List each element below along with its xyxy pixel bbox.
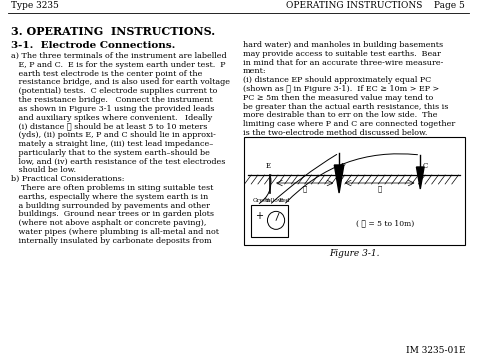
- Text: E: E: [266, 162, 271, 170]
- Text: C: C: [422, 162, 428, 170]
- Text: ( ℓ = 5 to 10m): ( ℓ = 5 to 10m): [356, 219, 414, 227]
- Text: (i) distance EP should approximately equal PC: (i) distance EP should approximately equ…: [243, 76, 431, 84]
- Text: Type 3235: Type 3235: [11, 1, 59, 11]
- Text: earth test electrode is the center point of the: earth test electrode is the center point…: [11, 70, 203, 78]
- Text: limiting case where P and C are connected together: limiting case where P and C are connecte…: [243, 120, 455, 128]
- Text: a) The three terminals of the instrument are labelled: a) The three terminals of the instrument…: [11, 52, 227, 60]
- Text: should be low.: should be low.: [11, 166, 76, 174]
- Text: internally insulated by carbonate deposits from: internally insulated by carbonate deposi…: [11, 237, 212, 245]
- Text: ℓ: ℓ: [378, 184, 382, 192]
- Text: IM 3235-01E: IM 3235-01E: [406, 346, 465, 355]
- Text: (yds), (ii) points E, P and C should lie in approxi-: (yds), (ii) points E, P and C should lie…: [11, 131, 217, 139]
- Text: earths, especially where the system earth is in: earths, especially where the system eart…: [11, 193, 209, 201]
- Text: low, and (iv) earth resistance of the test electrodes: low, and (iv) earth resistance of the te…: [11, 158, 226, 166]
- Text: (i) distance ℓ should be at least 5 to 10 meters: (i) distance ℓ should be at least 5 to 1…: [11, 122, 208, 130]
- Text: Red: Red: [279, 198, 290, 203]
- Text: mately a straight line, (iii) test lead impedance–: mately a straight line, (iii) test lead …: [11, 140, 214, 148]
- Text: as shown in Figure 3-1 using the provided leads: as shown in Figure 3-1 using the provide…: [11, 105, 215, 113]
- Text: 3-1.  Electrode Connections.: 3-1. Electrode Connections.: [11, 41, 176, 50]
- Text: (shown as ℓ in Figure 3-1).  If EC ≥ 10m > EP >: (shown as ℓ in Figure 3-1). If EC ≥ 10m …: [243, 85, 439, 93]
- Polygon shape: [334, 165, 344, 193]
- Text: a building surrounded by pavements and other: a building surrounded by pavements and o…: [11, 201, 211, 209]
- Text: ℓ: ℓ: [302, 184, 307, 192]
- Text: be greater than the actual earth resistance, this is: be greater than the actual earth resista…: [243, 103, 448, 111]
- Text: b) Practical Considerations:: b) Practical Considerations:: [11, 175, 125, 183]
- Polygon shape: [417, 167, 424, 189]
- Text: buildings.  Ground near trees or in garden plots: buildings. Ground near trees or in garde…: [11, 211, 215, 219]
- Text: in mind that for an accurate three-wire measure-: in mind that for an accurate three-wire …: [243, 58, 443, 66]
- Text: PC ≥ 5m then the measured value may tend to: PC ≥ 5m then the measured value may tend…: [243, 94, 433, 102]
- Text: OPERATING INSTRUCTIONS    Page 5: OPERATING INSTRUCTIONS Page 5: [286, 1, 465, 11]
- Text: +: +: [255, 211, 263, 221]
- Text: resistance bridge, and is also used for earth voltage: resistance bridge, and is also used for …: [11, 78, 231, 86]
- Bar: [244, 137, 465, 245]
- Text: more desirable than to err on the low side.  The: more desirable than to err on the low si…: [243, 111, 437, 119]
- Text: (where not above asphalt or concrete paving),: (where not above asphalt or concrete pav…: [11, 219, 207, 227]
- Text: may provide access to suitable test earths.  Bear: may provide access to suitable test eart…: [243, 50, 441, 58]
- Text: the resistance bridge.   Connect the instrument: the resistance bridge. Connect the instr…: [11, 96, 213, 104]
- Text: particularly that to the system earth–should be: particularly that to the system earth–sh…: [11, 149, 211, 157]
- Text: (potential) tests.  C electrode supplies current to: (potential) tests. C electrode supplies …: [11, 87, 218, 95]
- Text: and auxiliary spikes where convenient.   Ideally: and auxiliary spikes where convenient. I…: [11, 114, 213, 122]
- Text: Yellow: Yellow: [263, 198, 282, 203]
- Text: is the two-electrode method discussed below.: is the two-electrode method discussed be…: [243, 129, 427, 137]
- Text: ment:: ment:: [243, 68, 266, 76]
- Circle shape: [267, 211, 284, 229]
- Text: hard water) and manholes in building basements: hard water) and manholes in building bas…: [243, 41, 443, 49]
- Text: Figure 3-1.: Figure 3-1.: [329, 249, 380, 258]
- Text: P: P: [341, 162, 346, 170]
- Text: Green: Green: [253, 198, 271, 203]
- Text: There are often problems in siting suitable test: There are often problems in siting suita…: [11, 184, 214, 192]
- Text: water pipes (where plumbing is all-metal and not: water pipes (where plumbing is all-metal…: [11, 228, 220, 236]
- Text: 3. OPERATING  INSTRUCTIONS.: 3. OPERATING INSTRUCTIONS.: [11, 26, 216, 37]
- Bar: [251, 205, 287, 237]
- Text: E, P and C.  E is for the system earth under test.  P: E, P and C. E is for the system earth un…: [11, 61, 226, 69]
